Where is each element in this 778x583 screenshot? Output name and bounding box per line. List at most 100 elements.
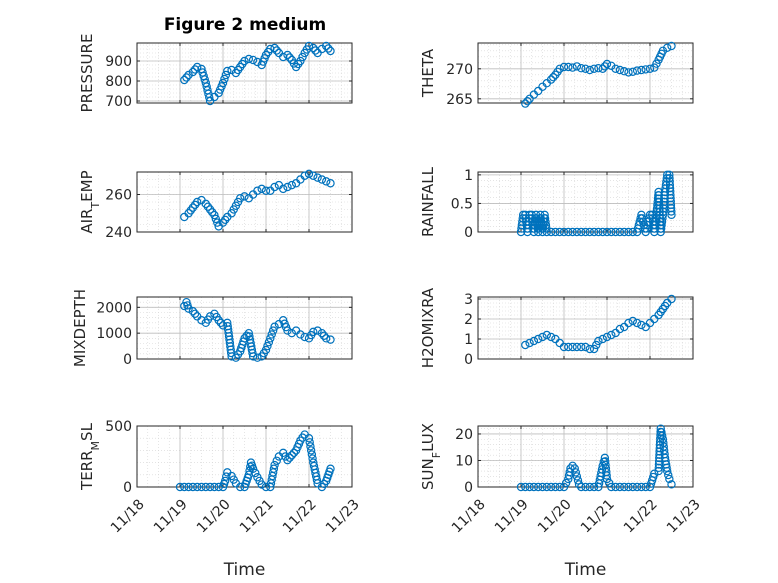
data-point (521, 99, 530, 108)
y-axis-label: AIRTEMP (78, 170, 102, 233)
data-point (663, 43, 672, 53)
y-tick-label: 10 (455, 453, 473, 469)
data-point (205, 482, 215, 492)
data-point (248, 348, 257, 358)
y-axis-label-tail: EMP (78, 170, 96, 201)
data-point (585, 227, 595, 237)
data-point (211, 214, 221, 224)
data-points (516, 170, 676, 237)
data-point (654, 466, 663, 476)
y-axis-label: H2OMIXRA (419, 287, 437, 368)
subplot-4: 0 0.5 1 RAINFALL (419, 166, 694, 241)
data-point (253, 186, 262, 195)
data-point (607, 330, 616, 340)
data-point (568, 342, 577, 352)
data-point (559, 342, 569, 352)
data-point (641, 65, 650, 74)
data-point (577, 342, 586, 352)
data-point (283, 326, 292, 335)
y-tick-label: 265 (446, 92, 473, 108)
y-axis-label-main: SUN (419, 458, 437, 490)
data-point (572, 472, 582, 481)
y-tick-label: 1 (464, 332, 473, 348)
data-point (248, 464, 258, 473)
data-point (326, 464, 335, 473)
y-tick-label: 260 (105, 188, 132, 204)
data-point (667, 480, 676, 489)
data-point (313, 173, 322, 182)
data-point (309, 43, 318, 53)
data-point (266, 334, 275, 343)
data-point (264, 338, 274, 347)
data-point (546, 75, 556, 84)
y-axis-label-main: THETA (419, 48, 437, 98)
data-point (253, 353, 262, 362)
data-point (568, 227, 577, 237)
data-point (240, 56, 249, 66)
data-point (180, 482, 189, 492)
data-point (624, 482, 633, 492)
data-point (568, 461, 577, 470)
data-point (564, 62, 573, 72)
data-points (180, 41, 335, 106)
data-point (312, 475, 322, 485)
data-point (632, 482, 642, 492)
y-axis-label: PRESSURE (78, 34, 96, 113)
data-point (218, 321, 228, 330)
data-point (263, 341, 272, 351)
data-point (542, 482, 552, 492)
data-point (270, 43, 279, 53)
y-axis-label-tail: SL (78, 422, 96, 441)
data-point (268, 326, 278, 335)
data-point (542, 330, 552, 340)
data-point (538, 482, 547, 492)
data-point (190, 65, 200, 74)
data-point (188, 67, 198, 77)
data-point (220, 476, 230, 486)
y-axis-label-main: PRESSURE (78, 34, 96, 113)
y-axis-label-tail: LUX (419, 423, 437, 452)
data-point (628, 482, 638, 492)
data-point (197, 482, 206, 492)
data-point (521, 482, 530, 492)
y-axis-label: RAINFALL (419, 166, 437, 237)
data-point (632, 66, 642, 75)
data-point (551, 227, 560, 237)
data-point (594, 336, 603, 346)
data-point (581, 482, 590, 492)
data-point (572, 62, 582, 71)
data-point (549, 72, 558, 82)
data-point (667, 41, 676, 51)
data-point (300, 171, 309, 180)
data-point (667, 207, 676, 216)
data-point (664, 470, 673, 480)
data-point (598, 227, 607, 237)
data-point (620, 482, 629, 492)
data-point (529, 336, 539, 346)
data-point (272, 46, 281, 55)
y-tick-label: 240 (105, 225, 132, 241)
data-point (598, 334, 607, 344)
data-point (607, 482, 616, 492)
data-point (521, 340, 530, 350)
data-point (317, 175, 327, 184)
data-point (555, 64, 564, 74)
data-point (658, 210, 668, 220)
data-point (298, 52, 307, 62)
y-tick-label: 20 (455, 427, 473, 443)
data-point (571, 468, 581, 477)
figure-title: Figure 2 medium (164, 15, 326, 35)
data-point (270, 322, 279, 331)
data-point (322, 334, 331, 343)
data-point (615, 65, 625, 75)
subplot-6: 0 1 2 3 H2OMIXRA (419, 287, 694, 368)
y-tick-label: 2000 (96, 300, 132, 316)
data-point (581, 342, 590, 352)
data-point (624, 318, 633, 328)
y-tick-label: 0 (464, 225, 473, 241)
data-point (555, 482, 564, 492)
axes-box (136, 42, 353, 104)
data-point (559, 482, 569, 492)
y-tick-label: 700 (105, 94, 132, 110)
axes-box (477, 425, 694, 488)
